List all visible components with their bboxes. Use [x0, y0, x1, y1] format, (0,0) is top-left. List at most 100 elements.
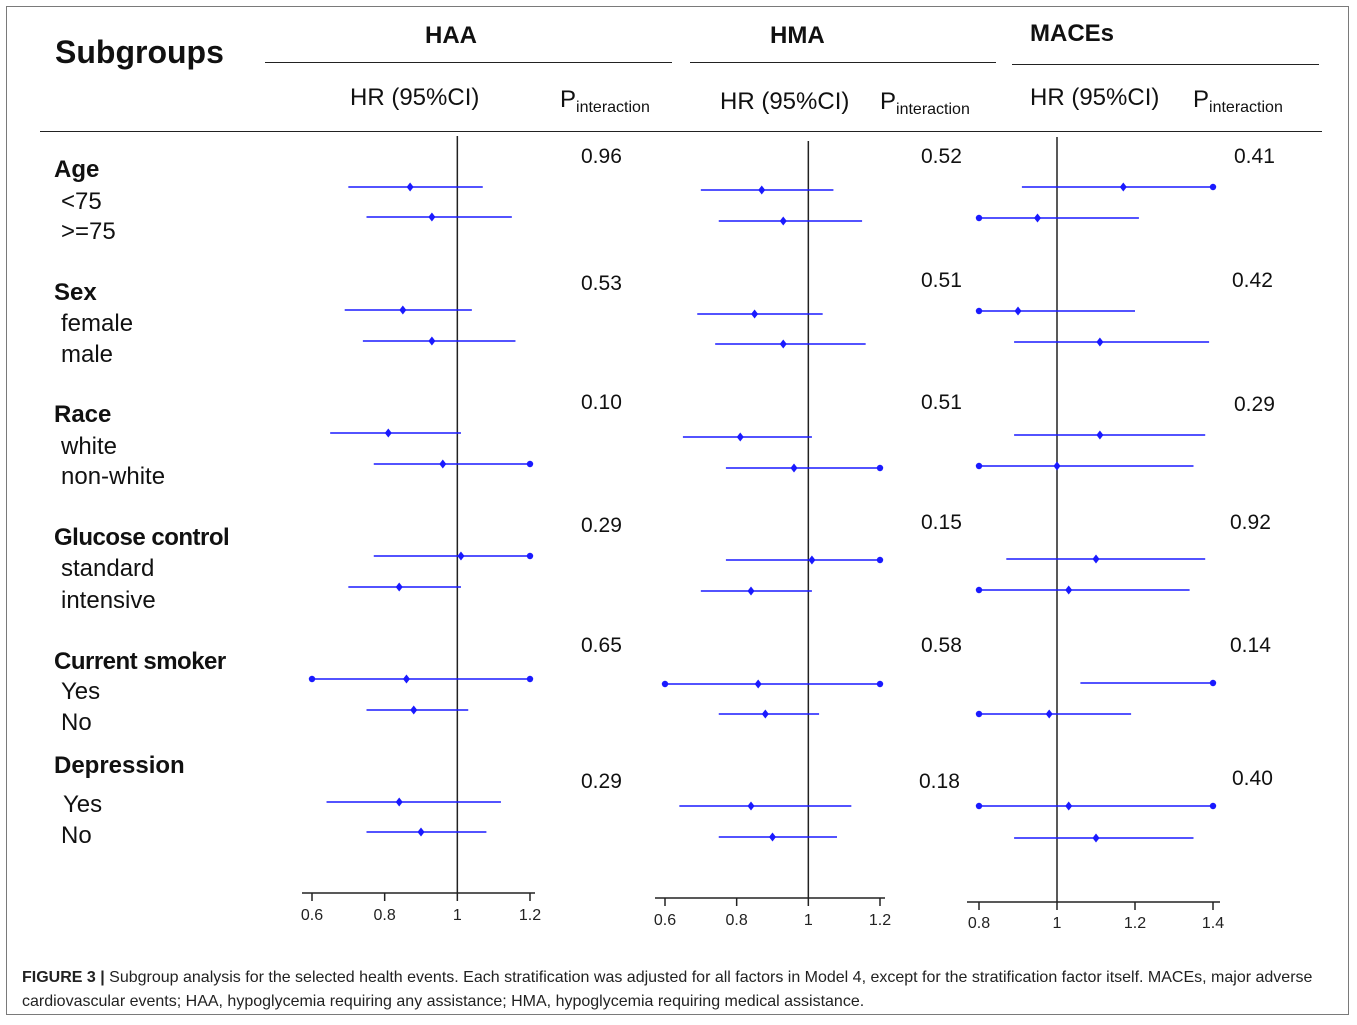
header-rule-hma: [690, 62, 996, 63]
p-value-haa-smoker: 0.65: [581, 634, 622, 657]
level-label-glucose-1: standard: [61, 555, 155, 582]
p-value-hma-depression: 0.18: [919, 770, 960, 793]
point-estimate-haa-5-1: [417, 827, 425, 837]
ci-cap-low-maces-5-0: [975, 802, 983, 810]
x-tick-label-haa-0: 0.6: [301, 907, 323, 924]
level-label-depression-2: No: [61, 822, 92, 849]
x-tick-label-maces-0: 0.8: [968, 915, 990, 932]
p-value-haa-depression: 0.29: [581, 770, 622, 793]
header-rule-maces: [1012, 64, 1319, 65]
point-estimate-maces-1-1: [1096, 337, 1104, 347]
point-estimate-haa-4-0: [402, 674, 410, 684]
point-estimate-hma-1-1: [779, 339, 787, 349]
ci-cap-haa-3-0: [526, 552, 534, 560]
p-value-maces-age: 0.41: [1234, 145, 1275, 168]
point-estimate-haa-1-1: [428, 336, 436, 346]
level-label-depression-1: Yes: [63, 791, 103, 818]
p-header-haa: Pinteraction: [560, 86, 650, 117]
p-header-maces: Pinteraction: [1193, 86, 1283, 117]
ci-cap-low-maces-4-1: [975, 710, 983, 718]
p-value-maces-sex: 0.42: [1232, 269, 1273, 292]
p-value-hma-race: 0.51: [921, 391, 962, 414]
group-label-race: Race: [54, 401, 112, 428]
point-estimate-hma-5-0: [747, 801, 755, 811]
ci-cap-hma-4-0: [876, 680, 884, 688]
point-estimate-maces-5-1: [1092, 833, 1100, 843]
level-label-smoker-1: Yes: [61, 678, 101, 705]
p-header-haa-sub: interaction: [576, 99, 650, 116]
point-estimate-maces-2-1: [1053, 461, 1061, 471]
group-label-glucose-control: Glucose control: [54, 524, 230, 551]
point-estimate-haa-0-0: [406, 182, 414, 192]
ci-cap-low-maces-0-1: [975, 214, 983, 222]
p-header-hma: Pinteraction: [880, 88, 970, 119]
ci-cap-low-maces-2-1: [975, 462, 983, 470]
point-estimate-maces-0-0: [1119, 182, 1127, 192]
ci-cap-hma-2-1: [876, 464, 884, 472]
ci-cap-low-maces-1-0: [975, 307, 983, 315]
level-label-race-2: non-white: [61, 463, 166, 490]
point-estimate-hma-2-1: [790, 463, 798, 473]
p-value-hma-smoker: 0.58: [921, 634, 962, 657]
point-estimate-hma-0-1: [779, 216, 787, 226]
level-label-age-2: >=75: [61, 218, 116, 245]
point-estimate-haa-4-1: [410, 705, 418, 715]
point-estimate-hma-3-1: [747, 586, 755, 596]
ci-cap-hma-3-0: [876, 556, 884, 564]
group-label-sex: Sex: [54, 279, 97, 306]
p-header-hma-sub: interaction: [896, 101, 970, 118]
caption-label: FIGURE 3 |: [22, 969, 105, 986]
hr-header-hma: HR (95%CI): [720, 88, 850, 115]
x-tick-label-hma-2: 1: [804, 912, 813, 929]
level-label-age-1: <75: [61, 188, 102, 215]
x-tick-label-maces-1: 1: [1053, 915, 1062, 932]
point-estimate-haa-1-0: [399, 305, 407, 315]
x-tick-label-hma-3: 1.2: [869, 912, 891, 929]
figure-frame: [6, 6, 1349, 1015]
level-label-glucose-2: intensive: [61, 587, 156, 614]
level-label-race-1: white: [61, 433, 118, 460]
x-tick-label-maces-2: 1.2: [1124, 915, 1146, 932]
x-tick-label-haa-3: 1.2: [519, 907, 541, 924]
point-estimate-hma-5-1: [769, 832, 776, 842]
p-value-maces-smoker: 0.14: [1230, 634, 1271, 657]
p-value-maces-depression: 0.40: [1232, 767, 1273, 790]
panel-title-hma: HMA: [770, 22, 825, 49]
ci-cap-maces-0-0: [1209, 183, 1217, 191]
point-estimate-haa-3-1: [395, 582, 403, 592]
point-estimate-haa-2-1: [439, 459, 447, 469]
panel-title-maces: MACEs: [1030, 20, 1115, 47]
point-estimate-maces-2-0: [1096, 430, 1104, 440]
level-label-sex-2: male: [61, 341, 114, 368]
panel-title-haa: HAA: [425, 22, 477, 49]
hr-header-haa: HR (95%CI): [350, 84, 480, 111]
x-tick-label-maces-3: 1.4: [1202, 915, 1224, 932]
p-header-haa-label: P: [560, 86, 577, 113]
ci-cap-maces-4-0: [1209, 679, 1217, 687]
x-tick-label-hma-1: 0.8: [726, 912, 748, 929]
group-label-age: Age: [54, 156, 100, 183]
ci-cap-haa-4-0: [526, 675, 534, 683]
point-estimate-maces-4-1: [1045, 709, 1053, 719]
point-estimate-maces-5-0: [1065, 801, 1073, 811]
point-estimate-maces-1-0: [1014, 306, 1022, 316]
point-estimate-haa-2-0: [384, 428, 392, 438]
x-tick-label-haa-1: 0.8: [374, 907, 396, 924]
point-estimate-hma-1-0: [751, 309, 759, 319]
p-value-haa-race: 0.10: [581, 391, 622, 414]
x-tick-label-hma-0: 0.6: [654, 912, 676, 929]
p-value-haa-sex: 0.53: [581, 272, 622, 295]
point-estimate-hma-2-0: [736, 432, 744, 442]
table-header-rule: [40, 131, 1322, 132]
point-estimate-haa-0-1: [428, 212, 436, 222]
p-value-maces-glucose: 0.92: [1230, 511, 1271, 534]
p-value-haa-age: 0.96: [581, 145, 622, 168]
point-estimate-maces-3-0: [1092, 554, 1100, 564]
level-label-sex-1: female: [61, 310, 134, 337]
p-value-haa-glucose: 0.29: [581, 514, 622, 537]
point-estimate-haa-3-0: [457, 551, 465, 561]
p-value-hma-glucose: 0.15: [921, 511, 962, 534]
point-estimate-maces-0-1: [1034, 213, 1041, 223]
point-estimate-hma-4-1: [761, 709, 769, 719]
